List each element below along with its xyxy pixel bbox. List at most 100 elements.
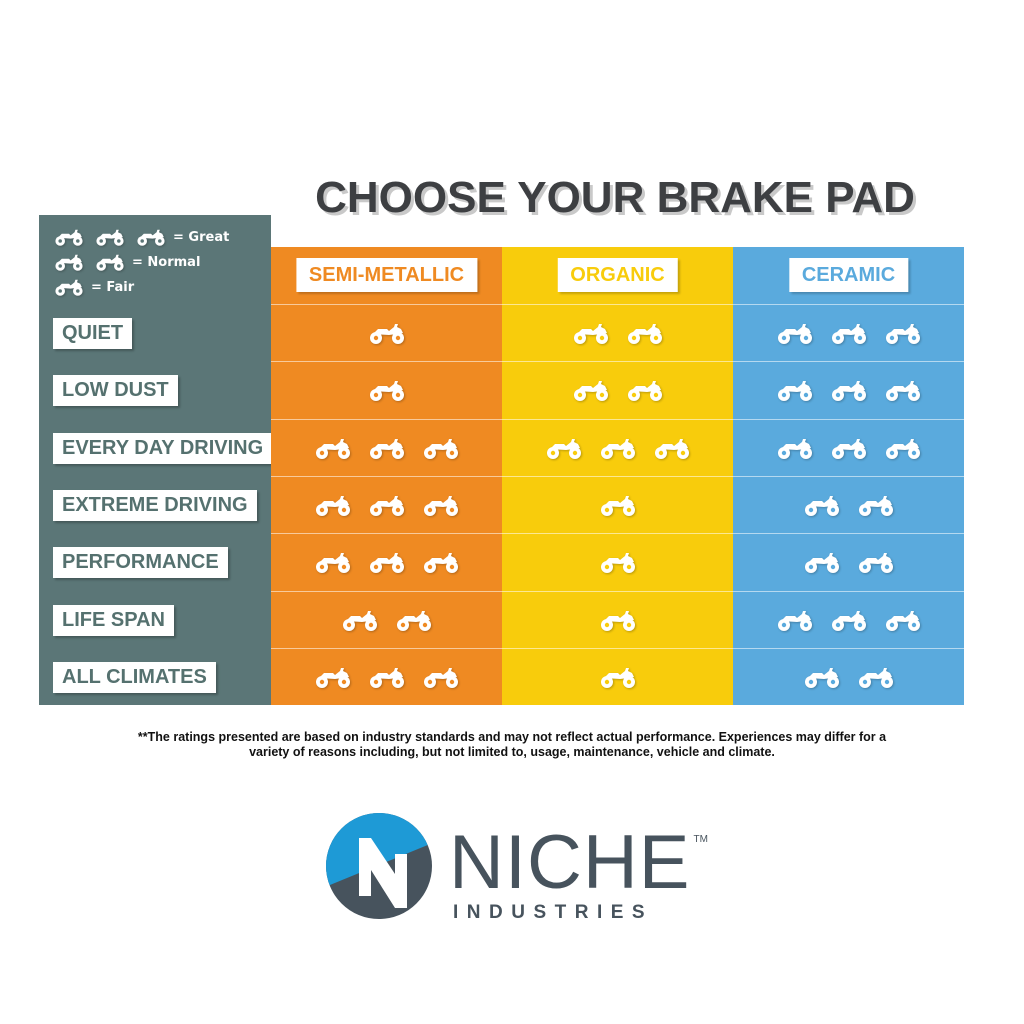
legend-icons	[53, 227, 167, 247]
atv-quad-icon	[598, 436, 638, 460]
legend-row: = Fair	[53, 277, 134, 297]
atv-quad-icon	[802, 665, 842, 689]
rating-cell	[733, 647, 964, 705]
atv-quad-icon	[94, 227, 126, 247]
atv-quad-icon	[367, 378, 407, 402]
atv-quad-icon	[571, 378, 611, 402]
niche-logo-mark-icon	[326, 813, 432, 919]
niche-industries-logo: NICHE TM INDUSTRIES	[325, 812, 725, 923]
atv-quad-icon	[367, 493, 407, 517]
page-title: CHOOSE YOUR BRAKE PAD	[315, 173, 915, 222]
rating-cell	[733, 304, 964, 361]
atv-quad-icon	[829, 378, 869, 402]
atv-quad-icon	[421, 436, 461, 460]
rating-cell	[502, 361, 733, 418]
rating-cell	[271, 418, 502, 476]
row-label: EXTREME DRIVING	[53, 489, 257, 521]
footnote: **The ratings presented are based on ind…	[137, 730, 887, 759]
atv-quad-icon	[598, 550, 638, 574]
trademark: TM	[693, 834, 708, 845]
atv-quad-icon	[625, 378, 665, 402]
rating-cell	[271, 361, 502, 418]
atv-quad-icon	[775, 608, 815, 632]
atv-quad-icon	[775, 321, 815, 345]
legend-icons	[53, 252, 126, 272]
atv-quad-icon	[625, 321, 665, 345]
atv-quad-icon	[856, 665, 896, 689]
atv-quad-icon	[53, 277, 85, 297]
rating-cell	[271, 647, 502, 705]
atv-quad-icon	[883, 608, 923, 632]
atv-quad-icon	[367, 436, 407, 460]
rating-cell	[502, 418, 733, 476]
legend-row: = Great	[53, 227, 229, 247]
atv-quad-icon	[421, 665, 461, 689]
atv-quad-icon	[394, 608, 434, 632]
rating-cell	[271, 590, 502, 648]
atv-quad-icon	[53, 227, 85, 247]
column-organic: ORGANIC	[502, 247, 733, 705]
row-label: LOW DUST	[53, 375, 178, 407]
atv-quad-icon	[775, 436, 815, 460]
rating-cell	[502, 533, 733, 590]
atv-quad-icon	[856, 493, 896, 517]
atv-quad-icon	[421, 550, 461, 574]
atv-quad-icon	[883, 436, 923, 460]
atv-quad-icon	[421, 493, 461, 517]
atv-quad-icon	[313, 550, 353, 574]
atv-quad-icon	[598, 665, 638, 689]
row-label: ALL CLIMATES	[53, 661, 216, 693]
atv-quad-icon	[135, 227, 167, 247]
legend-label: = Fair	[91, 279, 135, 295]
row-label: LIFE SPAN	[53, 604, 174, 636]
rating-cell	[733, 475, 964, 533]
rating-cell	[502, 475, 733, 533]
atv-quad-icon	[53, 252, 85, 272]
row-label: PERFORMANCE	[53, 547, 228, 579]
legend-label: = Great	[173, 229, 230, 245]
atv-quad-icon	[883, 378, 923, 402]
atv-quad-icon	[544, 436, 584, 460]
column-ceramic: CERAMIC	[733, 247, 964, 705]
atv-quad-icon	[856, 550, 896, 574]
atv-quad-icon	[367, 665, 407, 689]
atv-quad-icon	[598, 493, 638, 517]
column-header: ORGANIC	[502, 247, 733, 304]
rating-cell	[502, 647, 733, 705]
column-semi-metallic: SEMI-METALLIC	[271, 247, 502, 705]
atv-quad-icon	[829, 608, 869, 632]
legend-panel: = Great = Normal = Fair QUIET LOW DUST EVERY …	[39, 215, 273, 705]
legend-label: = Normal	[132, 254, 201, 270]
atv-quad-icon	[367, 321, 407, 345]
atv-quad-icon	[775, 378, 815, 402]
atv-quad-icon	[802, 550, 842, 574]
atv-quad-icon	[883, 321, 923, 345]
column-header: SEMI-METALLIC	[271, 247, 502, 304]
row-label: QUIET	[53, 318, 133, 349]
atv-quad-icon	[313, 665, 353, 689]
rating-cell	[271, 533, 502, 590]
atv-quad-icon	[340, 608, 380, 632]
rating-cell	[502, 304, 733, 361]
atv-quad-icon	[829, 436, 869, 460]
atv-quad-icon	[598, 608, 638, 632]
atv-quad-icon	[94, 252, 126, 272]
logo-subtitle: INDUSTRIES	[453, 902, 654, 923]
atv-quad-icon	[313, 436, 353, 460]
atv-quad-icon	[571, 321, 611, 345]
column-header-label: CERAMIC	[788, 258, 909, 292]
legend-row: = Normal	[53, 252, 200, 272]
rating-cell	[733, 533, 964, 590]
atv-quad-icon	[313, 493, 353, 517]
rating-cell	[733, 361, 964, 418]
atv-quad-icon	[652, 436, 692, 460]
logo-wordmark-row: NICHE TM	[449, 820, 708, 905]
rating-cell	[271, 304, 502, 361]
row-label: EVERY DAY DRIVING	[53, 432, 273, 464]
legend-icons	[53, 277, 85, 297]
rating-cell	[502, 590, 733, 648]
logo-wordmark: NICHE	[449, 820, 691, 905]
column-header-label: ORGANIC	[557, 258, 678, 292]
atv-quad-icon	[802, 493, 842, 517]
